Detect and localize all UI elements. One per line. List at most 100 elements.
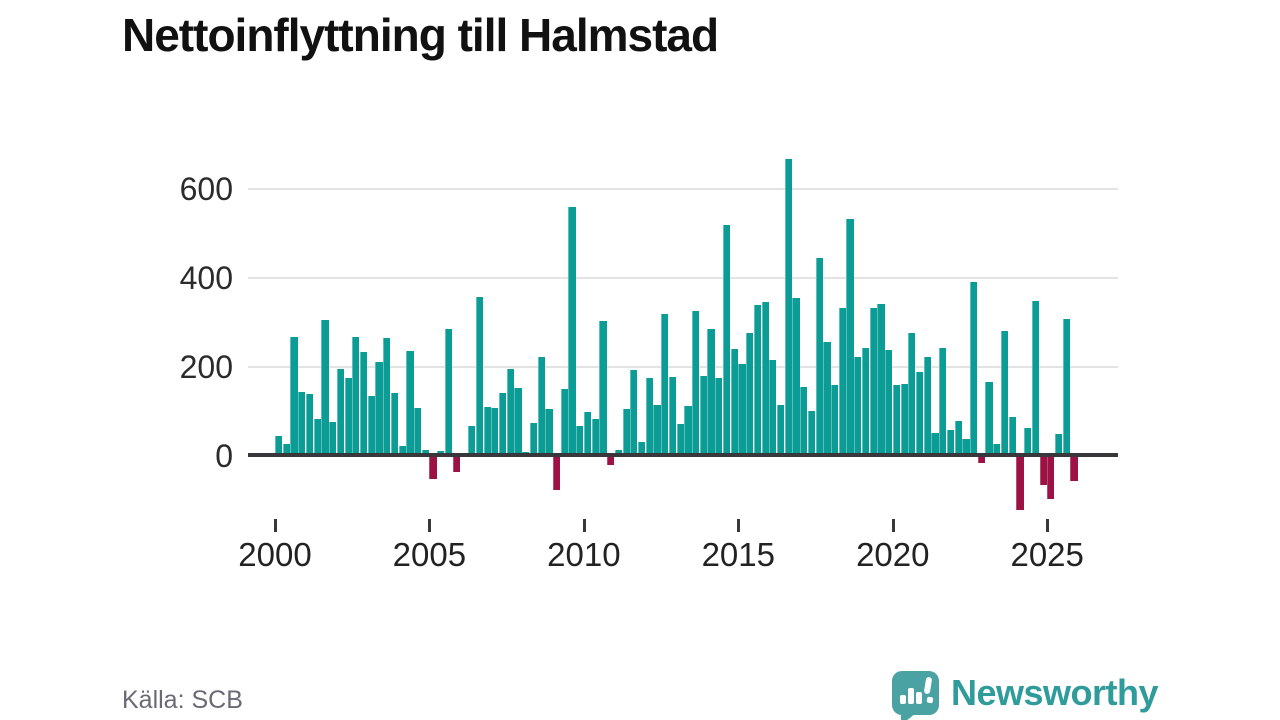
bar-2007Q3 [506,368,514,456]
bar-2021Q1 [923,356,931,456]
logo-bar-icon [915,692,922,704]
bar-2017Q2 [807,411,816,456]
bar-2023Q3 [1000,330,1009,456]
x-axis-label-2025: 2025 [1010,536,1084,573]
bar-2010Q1 [583,412,592,456]
bar-2008Q3 [537,356,545,456]
bar-2010Q4 [607,457,615,466]
bar-2022Q1 [954,420,962,456]
bar-2016Q2 [776,405,785,456]
bar-2018Q2 [838,308,846,456]
bar-2009Q1 [553,457,561,490]
newsworthy-logo-icon [891,671,939,720]
bar-2014Q2 [715,378,723,456]
gridline-600 [248,188,1118,191]
bar-2019Q2 [869,308,877,456]
bar-2015Q2 [746,333,754,456]
x-tick-2010 [582,519,586,532]
bar-2007Q4 [514,387,522,456]
bar-2024Q3 [1031,301,1040,456]
bar-2006Q4 [483,407,491,456]
bar-2003Q1 [367,396,375,456]
x-axis-label-2015: 2015 [701,536,775,573]
bar-2004Q1 [398,445,406,456]
bar-2001Q4 [329,421,337,456]
bar-2012Q4 [668,376,677,456]
bar-2009Q3 [568,207,576,456]
bar-2020Q2 [900,384,908,456]
bar-2015Q3 [753,304,762,456]
bar-2025Q4 [1070,457,1078,482]
x-tick-2015 [737,519,741,532]
bar-2003Q4 [390,393,399,456]
bar-2015Q1 [738,364,746,456]
bar-2024Q4 [1039,457,1047,485]
bar-2010Q3 [599,321,607,456]
x-axis-label-2020: 2020 [856,536,930,573]
bar-2023Q4 [1008,416,1016,456]
bar-2012Q1 [645,378,653,456]
bar-2013Q2 [684,405,692,456]
bar-2011Q3 [630,369,638,456]
x-axis-label-2005: 2005 [392,536,467,573]
bar-2001Q2 [313,418,321,456]
bar-2000Q2 [282,444,290,456]
bar-2007Q2 [498,393,507,456]
bar-2018Q4 [854,357,862,456]
x-axis-label-2000: 2000 [238,536,312,573]
bar-2016Q1 [769,359,777,456]
bar-2020Q3 [908,333,916,456]
x-tick-2020 [891,519,895,532]
bar-2017Q3 [815,258,823,456]
bar-2017Q1 [800,386,808,456]
logo-bar-icon [907,688,914,704]
bar-2002Q4 [359,352,368,456]
bar-2013Q1 [676,423,684,456]
bar-2023Q1 [985,381,993,456]
bar-2013Q3 [692,311,700,456]
bar-2003Q3 [383,338,391,456]
bar-2005Q3 [444,328,453,456]
bar-2016Q3 [784,158,792,456]
x-axis-line [248,453,1118,457]
bar-2005Q1 [429,457,437,479]
newsworthy-logo[interactable]: Newsworthy [891,668,1159,720]
source-note: Källa: SCB [122,686,243,714]
bar-2025Q3 [1062,319,1070,456]
y-axis-label-0: 0 [215,438,233,474]
bar-2007Q1 [491,408,499,456]
bar-2018Q3 [846,218,854,456]
bar-2020Q1 [892,385,901,456]
bar-2019Q1 [861,348,870,456]
bar-2024Q1 [1016,457,1024,511]
bar-2008Q4 [545,409,553,456]
bar-2018Q1 [831,384,839,456]
bar-2012Q3 [661,313,669,456]
gridline-400 [248,277,1118,280]
y-axis-label-600: 600 [179,171,233,208]
bar-2009Q2 [560,389,568,456]
bar-2022Q3 [970,282,978,456]
bar-2002Q3 [352,336,360,456]
bar-2025Q1 [1047,457,1055,500]
bar-2014Q4 [730,348,738,456]
bar-2000Q1 [275,436,283,456]
bar-2025Q2 [1054,433,1063,456]
bar-2008Q2 [529,423,538,456]
bar-2004Q2 [406,350,414,456]
x-axis-label-2010: 2010 [547,536,621,573]
bar-2010Q2 [591,418,599,456]
bar-2021Q4 [946,429,955,456]
bar-2022Q2 [962,438,970,456]
x-tick-2000 [274,519,277,532]
bar-2003Q2 [375,361,383,456]
y-axis-label-200: 200 [179,349,233,386]
bar-2009Q4 [576,426,584,456]
x-tick-2025 [1046,519,1050,532]
logo-exclamation-dot-icon [926,696,934,704]
bar-2013Q4 [699,376,707,456]
y-axis-label-400: 400 [179,260,233,297]
bar-2011Q2 [622,409,630,456]
bar-2019Q4 [885,349,893,456]
